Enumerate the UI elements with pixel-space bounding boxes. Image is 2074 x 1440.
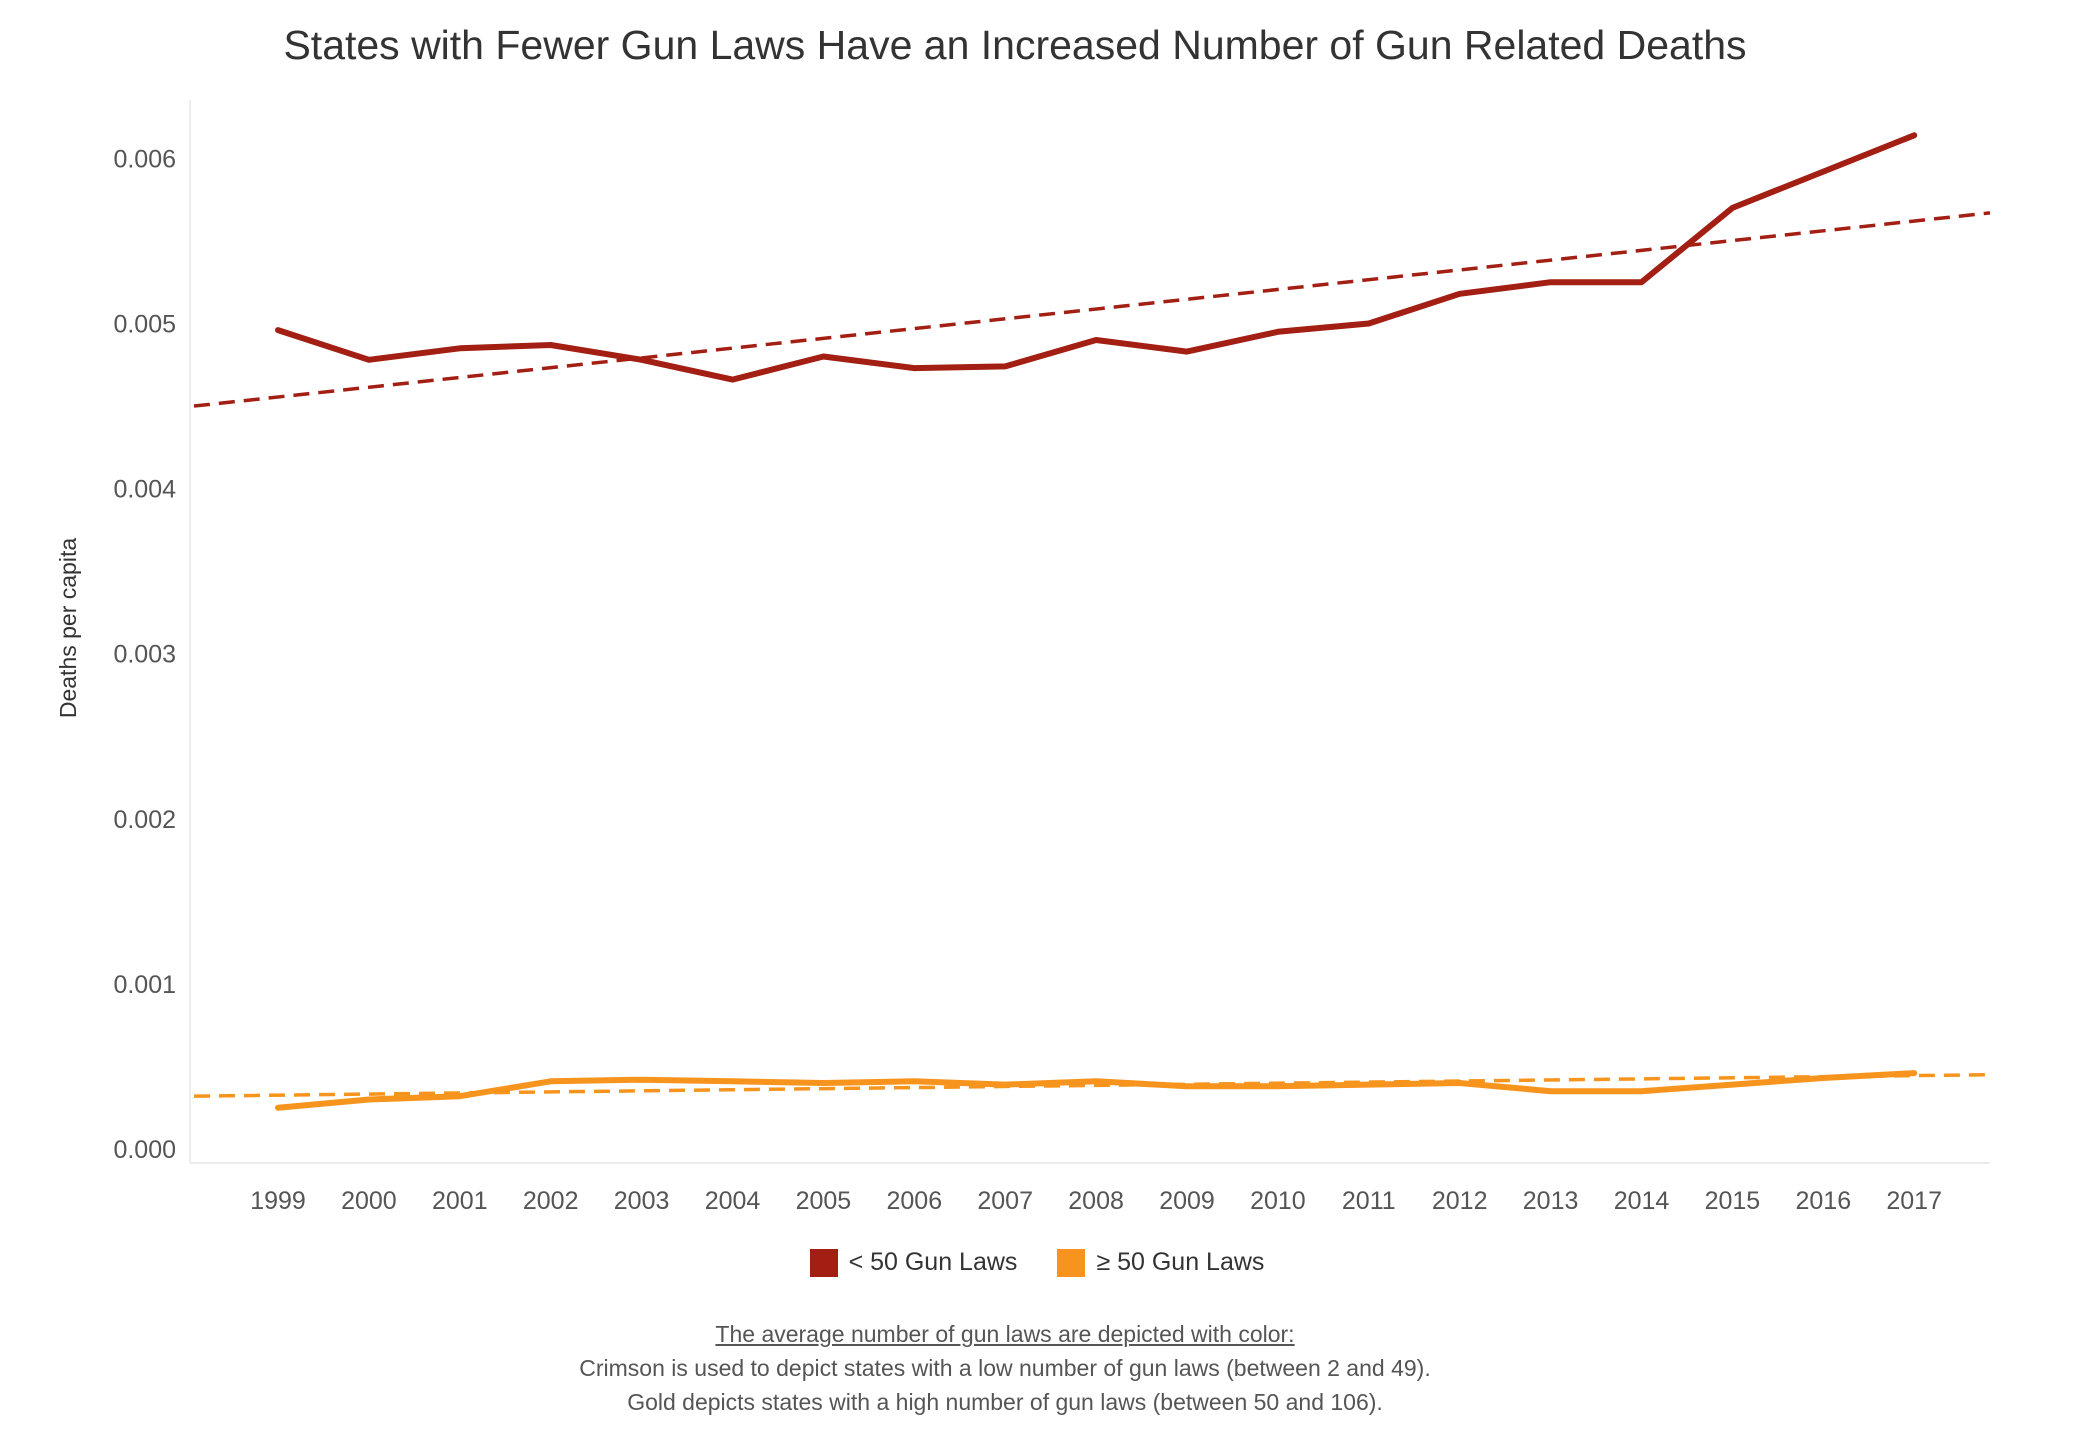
y-tick-label: 0.001 (113, 971, 176, 999)
series-line-0[interactable] (275, 132, 1918, 383)
x-tick-label: 2014 (1614, 1187, 1670, 1215)
trend-line-series-0 (193, 211, 1991, 408)
x-tick-label: 2005 (796, 1187, 852, 1215)
notes-heading: The average number of gun laws are depic… (715, 1321, 1295, 1347)
x-tick-label: 2017 (1886, 1187, 1942, 1215)
legend-label-low-laws: < 50 Gun Laws (848, 1248, 1018, 1276)
x-tick-label: 2013 (1523, 1187, 1579, 1215)
notes-line-gold: Gold depicts states with a high number o… (627, 1389, 1383, 1415)
x-tick-label: 2006 (886, 1187, 942, 1215)
legend-item-high-laws[interactable]: ≥ 50 Gun Laws (1057, 1248, 1264, 1277)
x-tick-label: 1999 (250, 1187, 306, 1215)
y-tick-label: 0.006 (113, 145, 176, 173)
x-tick-label: 2016 (1795, 1187, 1851, 1215)
x-tick-label: 2009 (1159, 1187, 1215, 1215)
y-tick-label: 0.000 (113, 1136, 176, 1164)
legend-item-low-laws[interactable]: < 50 Gun Laws (809, 1248, 1018, 1277)
legend-swatch-low-laws (809, 1248, 838, 1277)
legend-label-high-laws: ≥ 50 Gun Laws (1096, 1248, 1265, 1276)
x-tick-label: 2002 (523, 1187, 579, 1215)
x-tick-label: 2010 (1250, 1187, 1306, 1215)
legend-swatch-high-laws (1057, 1248, 1086, 1277)
y-tick-label: 0.005 (113, 311, 176, 339)
chart-title: States with Fewer Gun Laws Have an Incre… (283, 22, 1747, 68)
x-tick-label: 2011 (1342, 1187, 1396, 1215)
y-tick-label: 0.004 (113, 476, 176, 504)
legend: < 50 Gun Laws ≥ 50 Gun Laws (0, 1248, 2074, 1277)
x-tick-label: 2004 (705, 1187, 761, 1215)
x-tick-label: 2007 (977, 1187, 1033, 1215)
y-tick-label: 0.002 (113, 806, 176, 834)
y-tick-label: 0.003 (113, 641, 176, 669)
chart-notes: The average number of gun laws are depic… (0, 1317, 2010, 1419)
x-tick-label: 2008 (1068, 1187, 1124, 1215)
x-tick-label: 2003 (614, 1187, 670, 1215)
series-line-1[interactable] (275, 1070, 1918, 1111)
x-tick-label: 2015 (1705, 1187, 1761, 1215)
notes-line-crimson: Crimson is used to depict states with a … (579, 1355, 1431, 1381)
x-tick-label: 2012 (1432, 1187, 1488, 1215)
x-tick-label: 2001 (432, 1187, 488, 1215)
y-axis-title: Deaths per capita (55, 538, 81, 718)
x-tick-label: 2000 (341, 1187, 397, 1215)
chart-plot: 0.000 0.001 0.002 0.003 0.004 0.005 0.006 1999… (55, 100, 1991, 1215)
